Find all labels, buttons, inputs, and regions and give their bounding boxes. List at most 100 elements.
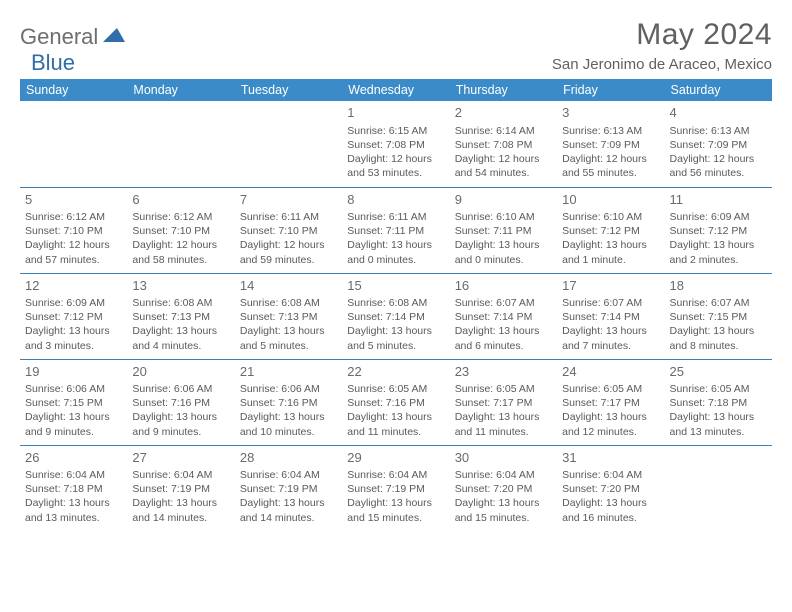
sunset-text: Sunset: 7:13 PM [240,310,337,324]
calendar-day-cell: 1Sunrise: 6:15 AMSunset: 7:08 PMDaylight… [342,101,449,187]
sunrise-text: Sunrise: 6:08 AM [347,296,444,310]
calendar-day-cell: 21Sunrise: 6:06 AMSunset: 7:16 PMDayligh… [235,359,342,445]
sunset-text: Sunset: 7:11 PM [455,224,552,238]
daylight-text: Daylight: 13 hours [670,238,767,252]
day-number: 22 [347,363,444,381]
sunset-text: Sunset: 7:14 PM [347,310,444,324]
calendar-day-cell: 22Sunrise: 6:05 AMSunset: 7:16 PMDayligh… [342,359,449,445]
sunrise-text: Sunrise: 6:07 AM [562,296,659,310]
day-number: 28 [240,449,337,467]
calendar-day-cell: 6Sunrise: 6:12 AMSunset: 7:10 PMDaylight… [127,187,234,273]
sunrise-text: Sunrise: 6:10 AM [455,210,552,224]
day-number: 13 [132,277,229,295]
day-number: 24 [562,363,659,381]
sunset-text: Sunset: 7:19 PM [132,482,229,496]
daylight-text: Daylight: 12 hours [670,152,767,166]
sunset-text: Sunset: 7:13 PM [132,310,229,324]
day-number: 19 [25,363,122,381]
sunrise-text: Sunrise: 6:12 AM [132,210,229,224]
daylight-text: Daylight: 12 hours [25,238,122,252]
calendar-day-cell: 17Sunrise: 6:07 AMSunset: 7:14 PMDayligh… [557,273,664,359]
sunrise-text: Sunrise: 6:04 AM [240,468,337,482]
calendar-week-row: 26Sunrise: 6:04 AMSunset: 7:18 PMDayligh… [20,445,772,531]
day-number: 25 [670,363,767,381]
sunrise-text: Sunrise: 6:04 AM [25,468,122,482]
daylight-text: Daylight: 13 hours [455,324,552,338]
sunrise-text: Sunrise: 6:11 AM [347,210,444,224]
daylight-text: Daylight: 13 hours [132,496,229,510]
daylight-text: and 2 minutes. [670,253,767,267]
sunset-text: Sunset: 7:09 PM [670,138,767,152]
daylight-text: Daylight: 13 hours [562,324,659,338]
daylight-text: and 0 minutes. [455,253,552,267]
daylight-text: Daylight: 13 hours [240,324,337,338]
calendar-week-row: 19Sunrise: 6:06 AMSunset: 7:15 PMDayligh… [20,359,772,445]
sunset-text: Sunset: 7:16 PM [347,396,444,410]
calendar-day-cell: 8Sunrise: 6:11 AMSunset: 7:11 PMDaylight… [342,187,449,273]
calendar-day-cell: 9Sunrise: 6:10 AMSunset: 7:11 PMDaylight… [450,187,557,273]
sunrise-text: Sunrise: 6:15 AM [347,124,444,138]
calendar-day-cell: 5Sunrise: 6:12 AMSunset: 7:10 PMDaylight… [20,187,127,273]
brand-part1: General [20,24,98,50]
sunrise-text: Sunrise: 6:07 AM [455,296,552,310]
day-number: 20 [132,363,229,381]
calendar-day-cell: 19Sunrise: 6:06 AMSunset: 7:15 PMDayligh… [20,359,127,445]
daylight-text: and 14 minutes. [132,511,229,525]
daylight-text: and 4 minutes. [132,339,229,353]
day-number: 16 [455,277,552,295]
sunrise-text: Sunrise: 6:10 AM [562,210,659,224]
calendar-day-cell: 12Sunrise: 6:09 AMSunset: 7:12 PMDayligh… [20,273,127,359]
day-number: 5 [25,191,122,209]
daylight-text: Daylight: 13 hours [347,324,444,338]
day-number: 18 [670,277,767,295]
daylight-text: and 54 minutes. [455,166,552,180]
daylight-text: Daylight: 13 hours [670,410,767,424]
calendar-day-cell: 18Sunrise: 6:07 AMSunset: 7:15 PMDayligh… [665,273,772,359]
calendar-week-row: 5 Sunrise: 6:12 AMSunset: 7:10 PM Daylight… [20,187,772,273]
calendar-week-row: 12Sunrise: 6:09 AMSunset: 7:12 PMDayligh… [20,273,772,359]
daylight-text: Daylight: 12 hours [240,238,337,252]
sunrise-text: Sunrise: 6:04 AM [455,468,552,482]
daylight-text: Daylight: 13 hours [347,410,444,424]
daylight-text: Daylight: 13 hours [25,496,122,510]
daylight-text: Daylight: 13 hours [240,410,337,424]
day-number: 3 [562,104,659,122]
sunset-text: Sunset: 7:20 PM [562,482,659,496]
sunrise-text: Sunrise: 6:08 AM [240,296,337,310]
calendar-day-cell: 26Sunrise: 6:04 AMSunset: 7:18 PMDayligh… [20,445,127,531]
daylight-text: Daylight: 13 hours [562,410,659,424]
daylight-text: Daylight: 13 hours [132,324,229,338]
calendar-empty-cell [235,101,342,187]
calendar-day-cell: 24Sunrise: 6:05 AMSunset: 7:17 PMDayligh… [557,359,664,445]
daylight-text: and 55 minutes. [562,166,659,180]
weekday-header: Monday [127,79,234,101]
day-number: 21 [240,363,337,381]
sunset-text: Sunset: 7:10 PM [132,224,229,238]
sunrise-text: Sunrise: 6:06 AM [25,382,122,396]
calendar-empty-cell [127,101,234,187]
daylight-text: Daylight: 13 hours [25,410,122,424]
calendar-empty-cell [665,445,772,531]
calendar-empty-cell [20,101,127,187]
daylight-text: Daylight: 13 hours [562,496,659,510]
sunrise-text: Sunrise: 6:09 AM [670,210,767,224]
daylight-text: and 11 minutes. [347,425,444,439]
sunset-text: Sunset: 7:17 PM [455,396,552,410]
calendar-day-cell: 15Sunrise: 6:08 AMSunset: 7:14 PMDayligh… [342,273,449,359]
daylight-text: and 5 minutes. [347,339,444,353]
day-number: 23 [455,363,552,381]
day-number: 30 [455,449,552,467]
sunrise-text: Sunrise: 6:05 AM [562,382,659,396]
calendar-day-cell: 16Sunrise: 6:07 AMSunset: 7:14 PMDayligh… [450,273,557,359]
calendar-day-cell: 11Sunrise: 6:09 AMSunset: 7:12 PMDayligh… [665,187,772,273]
sunset-text: Sunset: 7:15 PM [670,310,767,324]
daylight-text: and 16 minutes. [562,511,659,525]
sunrise-text: Sunrise: 6:09 AM [25,296,122,310]
day-number: 7 [240,191,337,209]
daylight-text: and 12 minutes. [562,425,659,439]
day-number: 9 [455,191,552,209]
sunset-text: Sunset: 7:12 PM [562,224,659,238]
sunset-text: Sunset: 7:19 PM [347,482,444,496]
sunset-text: Sunset: 7:16 PM [132,396,229,410]
daylight-text: and 5 minutes. [240,339,337,353]
